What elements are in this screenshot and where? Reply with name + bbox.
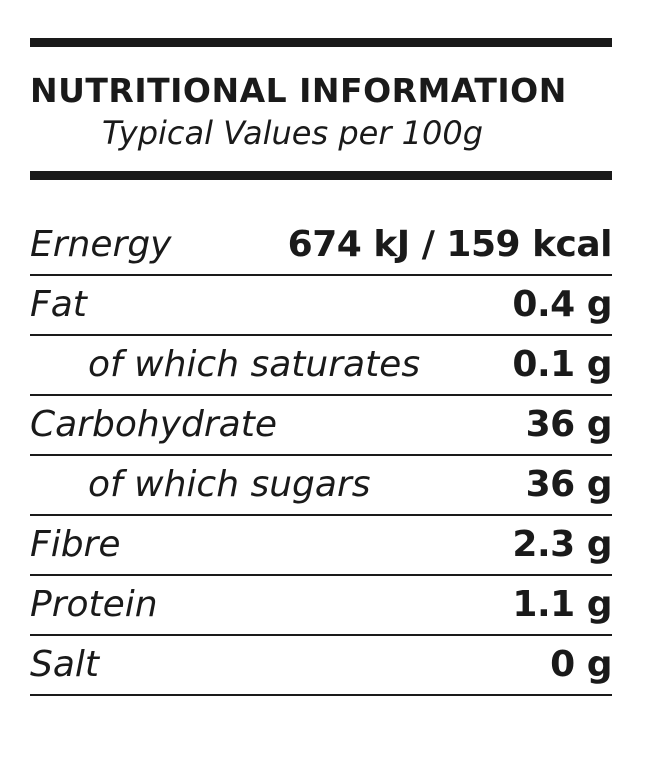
row-value: 2.3 g xyxy=(512,524,612,565)
nutrition-table: Ernergy 674 kJ / 159 kcal Fat 0.4 g of w… xyxy=(30,224,613,696)
row-value: 36 g xyxy=(525,464,613,505)
row-protein: Protein 1.1 g xyxy=(30,576,612,636)
row-label: Salt xyxy=(30,644,100,685)
top-rule xyxy=(30,38,612,47)
row-label: Ernergy xyxy=(30,224,172,265)
row-value: 1.1 g xyxy=(512,584,612,625)
row-value: 674 kJ / 159 kcal xyxy=(287,224,613,265)
row-value: 0 g xyxy=(550,644,612,685)
row-value: 0.4 g xyxy=(512,284,612,325)
row-label: Fibre xyxy=(30,524,121,565)
row-fat: Fat 0.4 g xyxy=(30,276,612,336)
row-label: of which sugars xyxy=(88,464,371,505)
row-saturates: of which saturates 0.1 g xyxy=(30,336,612,396)
row-value: 0.1 g xyxy=(512,344,612,385)
row-value: 36 g xyxy=(525,404,613,445)
panel-subtitle: Typical Values per 100g xyxy=(102,114,484,152)
header-bottom-rule xyxy=(30,171,612,180)
row-label: of which saturates xyxy=(88,344,421,385)
nutrition-panel: NUTRITIONAL INFORMATION Typical Values p… xyxy=(30,38,613,696)
row-fibre: Fibre 2.3 g xyxy=(30,516,612,576)
row-label: Carbohydrate xyxy=(30,404,277,445)
panel-title: NUTRITIONAL INFORMATION xyxy=(30,71,567,110)
row-label: Fat xyxy=(30,284,87,325)
row-label: Protein xyxy=(30,584,158,625)
row-energy: Ernergy 674 kJ / 159 kcal xyxy=(30,224,613,276)
row-carbohydrate: Carbohydrate 36 g xyxy=(30,396,613,456)
row-sugars: of which sugars 36 g xyxy=(30,456,613,516)
row-salt: Salt 0 g xyxy=(30,636,612,696)
